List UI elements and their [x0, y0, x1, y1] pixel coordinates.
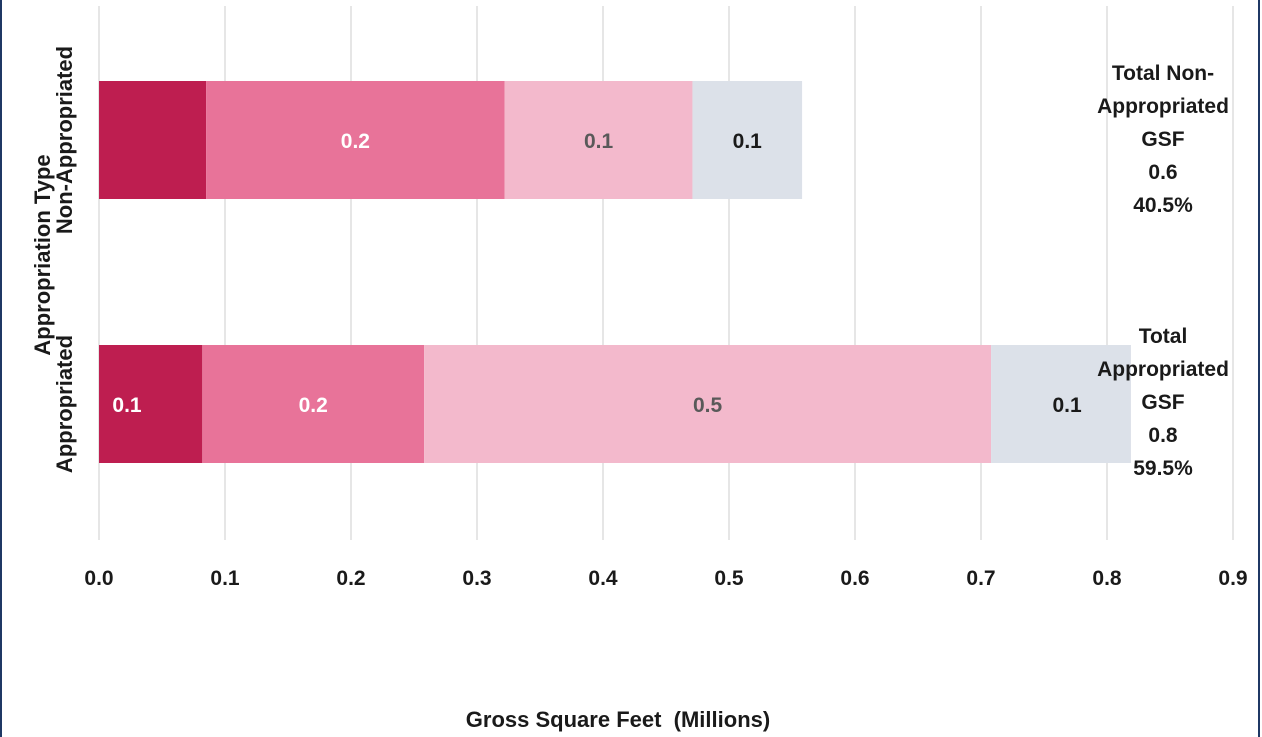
- data-label: 0.1: [112, 394, 142, 417]
- x-tick-label: 0.9: [1218, 567, 1247, 590]
- total-label-line: GSF: [1141, 128, 1184, 151]
- x-tick-label: 0.2: [336, 567, 365, 590]
- total-label-line: GSF: [1141, 391, 1184, 414]
- x-tick-label: 0.3: [462, 567, 491, 590]
- bars: 0.2 0.1 0.1 0.1 0.2 0.5 0.1: [99, 81, 1131, 463]
- total-label-line: Appropriated: [1097, 358, 1229, 381]
- total-label-line: 0.6: [1148, 161, 1177, 184]
- data-label: 0.1: [1052, 394, 1082, 417]
- data-label: 0.2: [299, 394, 328, 417]
- x-tick-label: 0.0: [84, 567, 113, 590]
- total-label-line: 59.5%: [1133, 457, 1193, 480]
- data-label: 0.5: [693, 394, 723, 417]
- x-tick-label: 0.1: [210, 567, 240, 590]
- data-label: 0.1: [733, 130, 763, 153]
- y-axis-labels: Appropriation Type Non-Appropriated Appr…: [30, 46, 77, 473]
- total-label-line: 40.5%: [1133, 194, 1193, 217]
- category-label-non-appropriated: Non-Appropriated: [52, 46, 77, 234]
- total-label-line: Total Non-: [1112, 62, 1214, 85]
- bar-segment: [99, 81, 206, 199]
- data-label: 0.1: [584, 130, 614, 153]
- x-tick-label: 0.4: [588, 567, 618, 590]
- x-tick-label: 0.6: [840, 567, 869, 590]
- x-tick-labels: 0.0 0.1 0.2 0.3 0.4 0.5 0.6 0.7 0.8 0.9: [84, 567, 1247, 590]
- data-label: 0.2: [341, 130, 370, 153]
- category-label-appropriated: Appropriated: [52, 335, 77, 473]
- total-label-line: Total: [1139, 325, 1188, 348]
- x-tick-label: 0.8: [1092, 567, 1122, 590]
- x-tick-label: 0.7: [966, 567, 995, 590]
- x-tick-label: 0.5: [714, 567, 744, 590]
- x-axis-title: Gross Square Feet (Millions): [466, 707, 770, 732]
- total-label-line: Appropriated: [1097, 95, 1229, 118]
- total-label-line: 0.8: [1148, 424, 1178, 447]
